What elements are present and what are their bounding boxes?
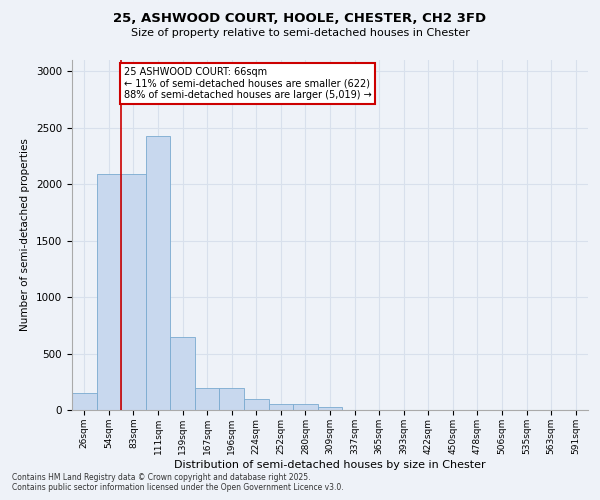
- Bar: [195, 388, 220, 410]
- Bar: [293, 404, 318, 410]
- Text: Size of property relative to semi-detached houses in Chester: Size of property relative to semi-detach…: [131, 28, 469, 38]
- Text: 25 ASHWOOD COURT: 66sqm
← 11% of semi-detached houses are smaller (622)
88% of s: 25 ASHWOOD COURT: 66sqm ← 11% of semi-de…: [124, 67, 371, 100]
- Bar: [72, 392, 97, 410]
- Bar: [244, 400, 269, 410]
- Bar: [220, 388, 244, 410]
- Bar: [170, 336, 195, 410]
- Bar: [121, 174, 146, 410]
- Bar: [97, 174, 121, 410]
- Text: Contains HM Land Registry data © Crown copyright and database right 2025.
Contai: Contains HM Land Registry data © Crown c…: [12, 473, 344, 492]
- X-axis label: Distribution of semi-detached houses by size in Chester: Distribution of semi-detached houses by …: [174, 460, 486, 469]
- Bar: [269, 404, 293, 410]
- Y-axis label: Number of semi-detached properties: Number of semi-detached properties: [20, 138, 31, 332]
- Bar: [318, 406, 342, 410]
- Text: 25, ASHWOOD COURT, HOOLE, CHESTER, CH2 3FD: 25, ASHWOOD COURT, HOOLE, CHESTER, CH2 3…: [113, 12, 487, 26]
- Bar: [146, 136, 170, 410]
